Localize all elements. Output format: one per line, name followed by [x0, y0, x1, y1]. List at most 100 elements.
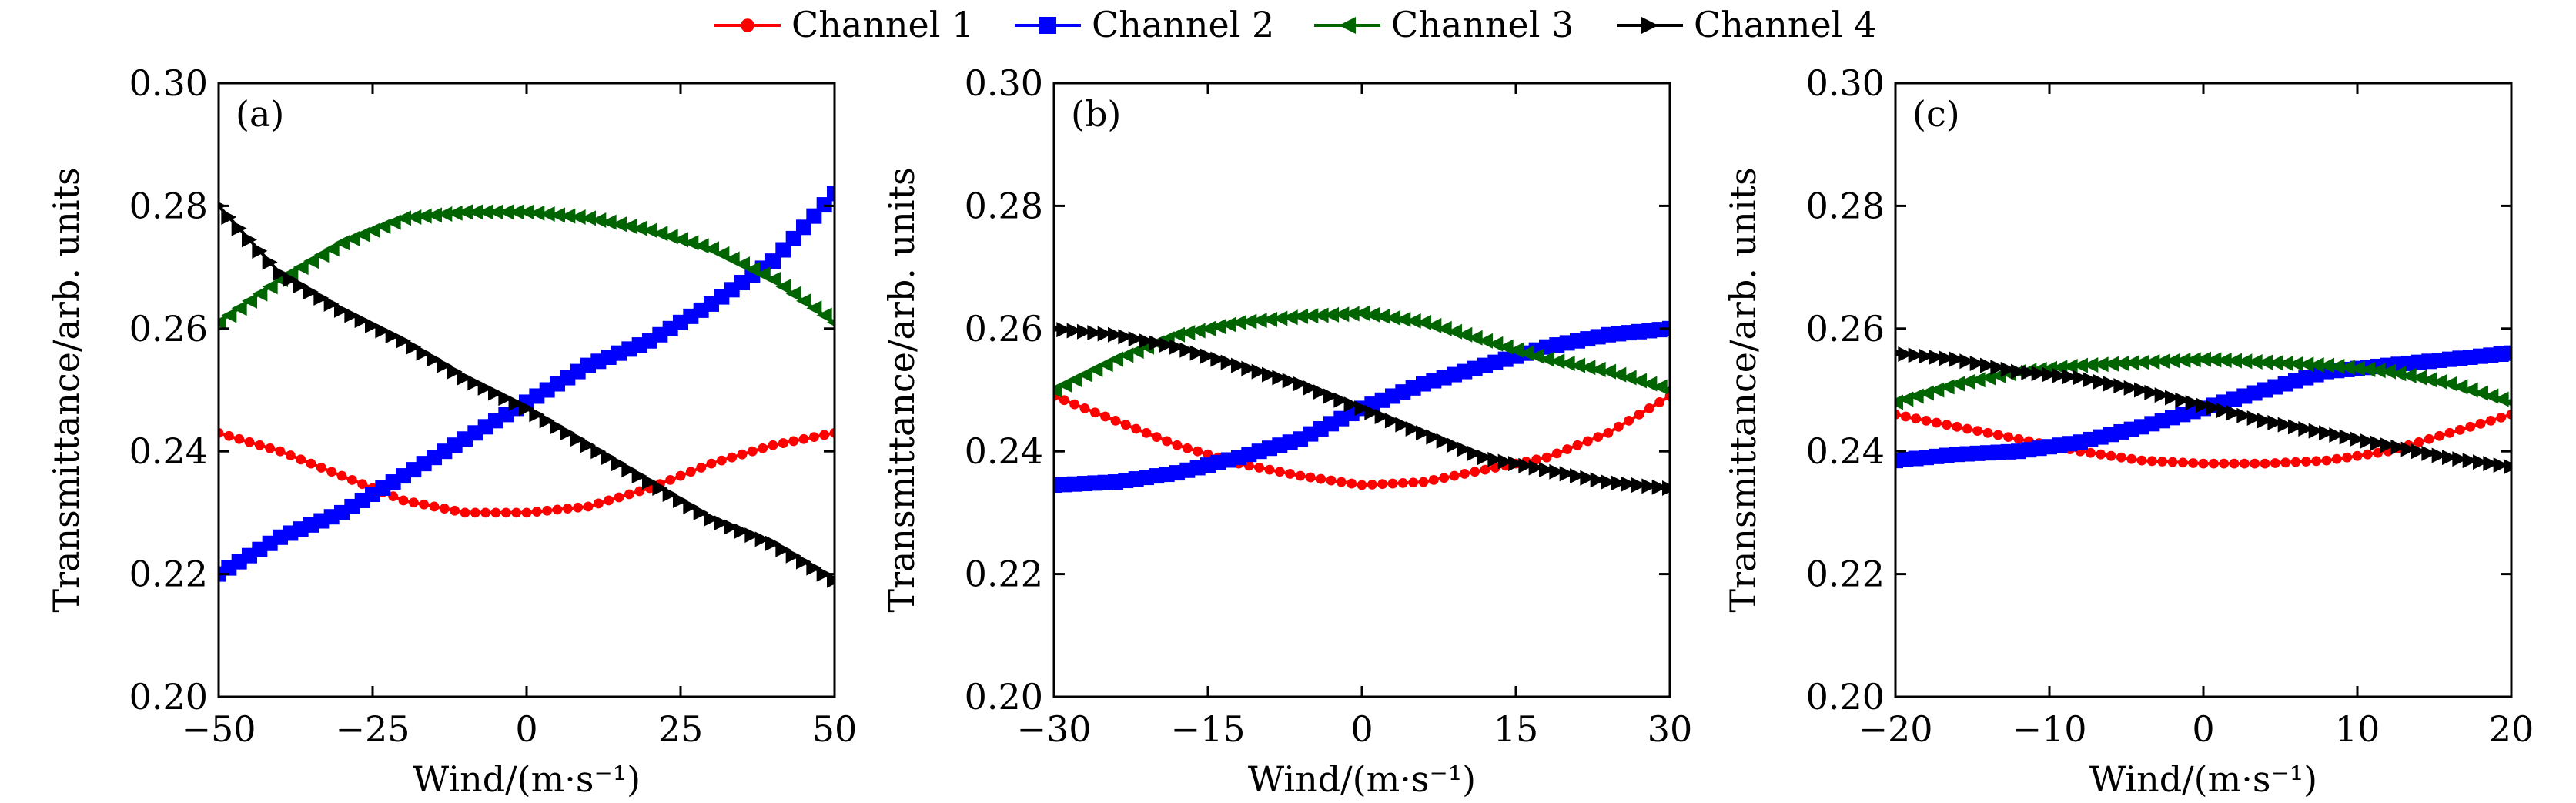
data-point [796, 554, 811, 570]
legend-label: Channel 4 [1694, 4, 1876, 45]
series-channel-1 [1054, 391, 1670, 490]
data-point [1282, 373, 1298, 389]
data-point [2390, 439, 2407, 455]
data-point [2267, 415, 2283, 431]
data-point [1303, 380, 1319, 396]
data-point [1942, 420, 1952, 430]
data-point [221, 307, 237, 323]
data-point [313, 247, 330, 263]
data-point [2250, 458, 2260, 469]
data-point [2013, 433, 2024, 444]
data-point [406, 209, 422, 226]
data-point [539, 206, 555, 222]
data-point [375, 323, 391, 339]
data-point [1900, 411, 1911, 422]
series-channel-3 [219, 204, 835, 330]
data-point [590, 443, 607, 460]
data-point [1570, 468, 1585, 484]
data-point [2414, 437, 2424, 447]
data-point [1108, 326, 1123, 343]
data-point [1613, 421, 1624, 432]
data-point [219, 427, 224, 438]
data-point [1539, 351, 1554, 367]
data-point [2011, 363, 2026, 380]
data-point [1395, 311, 1411, 327]
data-point [2339, 360, 2355, 376]
data-point [2421, 372, 2437, 388]
data-point [2370, 363, 2386, 379]
data-point [1570, 357, 1585, 373]
data-point [2483, 388, 2499, 404]
data-point [816, 307, 832, 323]
data-point [2062, 358, 2078, 374]
data-point [2277, 355, 2293, 371]
data-point [1066, 372, 1082, 388]
data-point [2373, 447, 2384, 458]
series-channel-3 [1054, 305, 1670, 398]
panel-label: (a) [236, 93, 284, 135]
data-point [2073, 370, 2088, 386]
data-point [1528, 348, 1544, 364]
data-point [1203, 449, 1213, 460]
y-tick-label: 0.24 [129, 430, 208, 472]
data-point [642, 474, 657, 490]
data-point [303, 253, 319, 269]
plot-frame [1894, 82, 2513, 698]
data-point [2485, 415, 2496, 426]
data-point [242, 232, 257, 248]
y-axis-title: Transmittance/arb. units [45, 167, 87, 612]
data-point [2226, 353, 2242, 369]
data-point [601, 450, 617, 466]
data-point [2319, 357, 2334, 373]
data-point [467, 204, 483, 220]
x-axis-title: Wind/(m·s⁻¹) [2089, 758, 2317, 800]
data-point [768, 440, 778, 450]
data-point [1651, 479, 1668, 495]
data-point [1929, 349, 1945, 365]
y-tick-label: 0.22 [965, 554, 1043, 595]
data-point [2134, 382, 2149, 398]
data-point [2308, 423, 2324, 439]
data-point [1069, 399, 1080, 410]
data-point [1580, 470, 1596, 486]
data-point [1601, 363, 1616, 380]
data-point [737, 449, 748, 460]
panel-label: (b) [1071, 93, 1121, 135]
data-point [1416, 425, 1431, 441]
data-point [1364, 404, 1380, 420]
data-point [265, 443, 276, 453]
data-point [1911, 413, 1922, 424]
data-point [808, 432, 819, 443]
data-point [1631, 373, 1647, 389]
data-point [1231, 357, 1246, 373]
x-axis-title: Wind/(m·s⁻¹) [1248, 758, 1476, 800]
data-point [1313, 384, 1329, 400]
plot-frame [1052, 82, 1671, 698]
data-point [254, 440, 265, 450]
data-point [2229, 458, 2240, 469]
data-point [714, 515, 730, 531]
data-point [1374, 409, 1390, 425]
data-point [2290, 457, 2301, 467]
data-point [2123, 380, 2139, 396]
data-point [1972, 426, 1983, 437]
legend-marker-icon [1339, 17, 1356, 34]
data-point [1066, 323, 1082, 339]
data-point [519, 400, 534, 417]
data-point [2062, 369, 2078, 385]
series-channel-4 [1054, 322, 1670, 497]
data-point [2434, 430, 2445, 441]
data-point [2157, 457, 2168, 467]
data-point [2308, 356, 2324, 373]
data-point [1634, 409, 1644, 420]
data-point [1908, 388, 1924, 404]
data-point [1387, 478, 1398, 489]
data-point [447, 205, 463, 221]
data-point [1254, 463, 1265, 473]
data-point [1418, 477, 1429, 487]
data-point [2113, 355, 2129, 371]
data-point [2352, 450, 2363, 461]
data-point [604, 495, 614, 506]
data-point [2246, 353, 2263, 370]
data-point [1405, 420, 1421, 437]
